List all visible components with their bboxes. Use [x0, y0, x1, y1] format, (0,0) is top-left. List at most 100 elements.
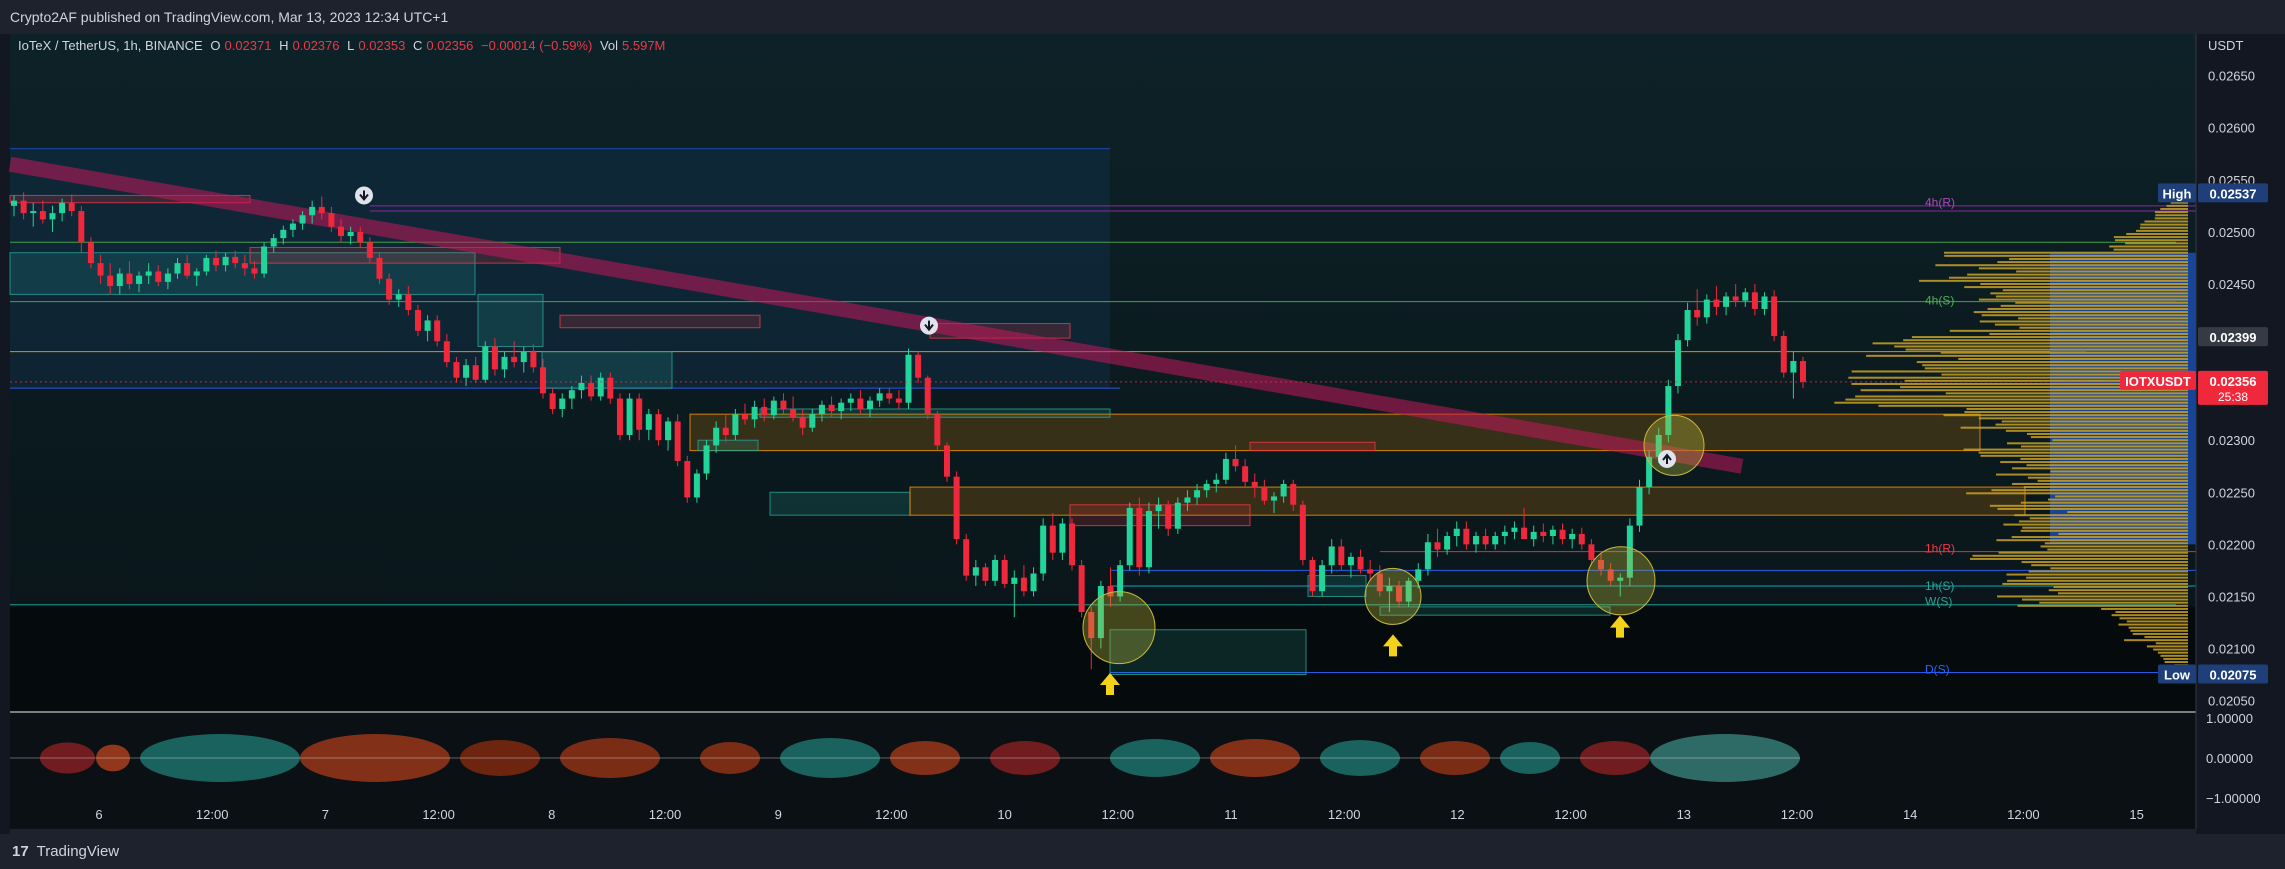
candles-layer[interactable]: [10, 192, 2196, 670]
profile-bar: [2026, 464, 2188, 467]
price-tick-label: 0.02650: [2208, 69, 2255, 84]
candle-body: [472, 365, 479, 380]
plot-background: [10, 34, 2196, 834]
tradingview-logo-icon: 17: [12, 843, 29, 860]
candle-body: [1107, 586, 1114, 597]
profile-bar: [1995, 423, 2188, 426]
candle-body: [68, 202, 75, 212]
candle: [155, 265, 162, 287]
brand-text[interactable]: TradingView: [36, 843, 120, 860]
candle-body: [1251, 481, 1258, 488]
low-label: L: [347, 38, 355, 53]
profile-bar: [2000, 304, 2188, 307]
level-label: 1h(S): [1925, 579, 1954, 593]
candle: [1261, 479, 1268, 505]
candle: [1299, 500, 1306, 566]
candle-body: [915, 354, 922, 378]
candle-body: [97, 263, 104, 276]
candle-body: [78, 211, 85, 243]
symbol-tag-badge-text: IOTXUSDT: [2125, 374, 2191, 389]
oscillator-wave: [1210, 739, 1300, 777]
candle: [1290, 479, 1297, 512]
candle-body: [1357, 556, 1364, 570]
price-axis[interactable]: USDT0.026500.026000.025500.025000.024500…: [2195, 34, 2285, 834]
candle-body: [616, 398, 623, 435]
candle: [1117, 559, 1124, 602]
profile-bar: [1978, 417, 2188, 420]
candle-body: [963, 539, 970, 576]
candle-body: [1222, 458, 1229, 480]
candle-body: [1444, 536, 1451, 550]
profile-bar: [1979, 320, 2188, 323]
high-value: 0.02376: [292, 38, 340, 53]
oscillator-wave: [96, 744, 130, 772]
candle: [1136, 497, 1143, 576]
candle-body: [395, 294, 402, 300]
profile-bar: [1919, 279, 2188, 282]
profile-bar: [2157, 651, 2188, 654]
demand-box-7: [1109, 629, 1307, 676]
candle: [530, 344, 537, 373]
profile-bar: [2050, 567, 2188, 570]
profile-bar: [1990, 292, 2188, 295]
candle-body: [212, 257, 219, 266]
price-tick-label: 0.02150: [2208, 589, 2255, 604]
candle: [1636, 479, 1643, 532]
time-axis[interactable]: 6 12:00 7 12:00 8 12:00 9 12:00 10 12:00 11 12:00 12…: [95, 807, 2143, 822]
profile-bar: [2155, 642, 2188, 645]
last-price-box: [2198, 370, 2268, 405]
candle-body: [280, 229, 287, 239]
high-value-badge-text: 0.02537: [2210, 186, 2257, 201]
profile-bar: [1943, 414, 2188, 417]
last-price-text: 0.02356: [2210, 374, 2257, 389]
time-tick-label: 15: [2129, 807, 2143, 822]
profile-bar: [1997, 261, 2188, 264]
axis-strip: [10, 829, 2196, 834]
level-label: D(S): [1925, 662, 1950, 676]
profile-bar: [1966, 492, 2188, 495]
price-tick-label: 0.02200: [2208, 537, 2255, 552]
candle: [203, 254, 210, 276]
candle-body: [713, 427, 720, 446]
candle: [741, 403, 748, 425]
candle: [1357, 549, 1364, 574]
profile-bar: [2022, 598, 2188, 601]
profile-bar: [1997, 507, 2188, 510]
profile-bar: [1941, 373, 2188, 376]
candle: [1194, 483, 1201, 505]
profile-bar: [2155, 214, 2188, 217]
time-tick-label: 12:00: [422, 807, 455, 822]
candle: [1540, 523, 1547, 543]
symbol-tag-badge-box: [2120, 370, 2196, 390]
profile-bar: [1851, 370, 2188, 373]
candle: [857, 390, 864, 415]
profile-bar: [2031, 564, 2188, 567]
candle: [97, 254, 104, 284]
profile-bar: [1980, 282, 2188, 285]
candle: [30, 202, 37, 227]
profile-bar: [2044, 542, 2188, 545]
candle-body: [1203, 483, 1210, 491]
level-value-badge-box: [2198, 327, 2268, 347]
candle: [1665, 379, 1672, 443]
candle: [1723, 292, 1730, 316]
candle-body: [934, 414, 941, 446]
candle: [280, 225, 287, 245]
candle: [1270, 492, 1277, 514]
candle-body: [1463, 528, 1470, 545]
candle-body: [434, 320, 441, 342]
candle-body: [1001, 559, 1008, 584]
candle-body: [1521, 527, 1528, 540]
candle-body: [1780, 336, 1787, 373]
candle: [1203, 479, 1210, 498]
candle: [289, 219, 296, 238]
level-value-badge-text: 0.02399: [2210, 330, 2257, 345]
candle-body: [511, 356, 518, 363]
profile-bar: [2124, 639, 2188, 642]
candle-body: [501, 356, 508, 370]
candle: [1213, 473, 1220, 493]
orange-zone-lower: [909, 486, 2026, 516]
demand-box-8: [1307, 575, 1367, 597]
